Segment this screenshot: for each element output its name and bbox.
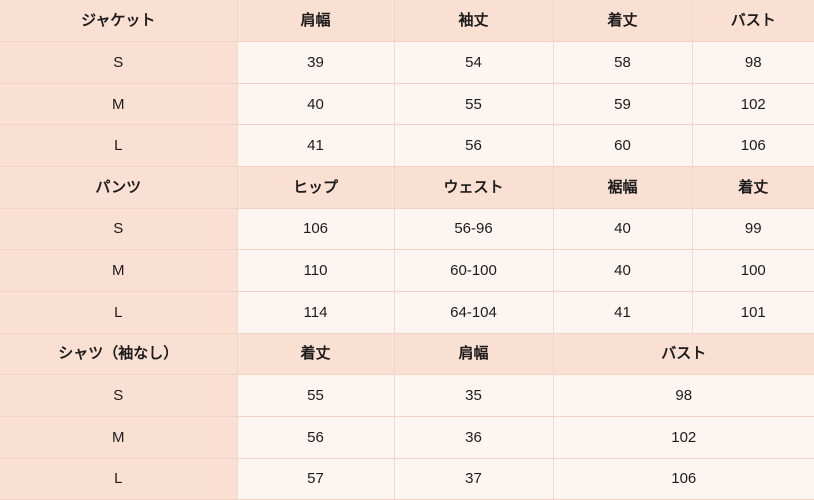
cell-value: 35 <box>394 374 554 418</box>
table-row: L 41 56 60 106 <box>0 124 814 168</box>
column-header-pants-4: 着丈 <box>692 166 814 209</box>
cell-value: 101 <box>692 291 814 334</box>
cell-value: 100 <box>692 249 814 293</box>
section-title-pants: パンツ <box>0 166 238 209</box>
cell-value: 56 <box>394 124 554 168</box>
size-label: S <box>0 208 238 251</box>
cell-value: 58 <box>553 41 693 84</box>
column-header-jacket-4: バスト <box>692 0 814 43</box>
cell-value: 57 <box>237 458 395 500</box>
column-header-pants-1: ヒップ <box>237 166 395 209</box>
column-header-jacket-3: 着丈 <box>553 0 693 43</box>
table-row: M 40 55 59 102 <box>0 83 814 126</box>
size-label: L <box>0 291 238 334</box>
size-label: M <box>0 83 238 126</box>
section-header-row-jacket: ジャケット 肩幅 袖丈 着丈 バスト <box>0 0 814 43</box>
column-header-jacket-1: 肩幅 <box>237 0 395 43</box>
column-header-shirt-2: 肩幅 <box>394 333 554 376</box>
cell-value: 110 <box>237 249 395 293</box>
cell-value: 98 <box>692 41 814 84</box>
cell-value: 56 <box>237 416 395 459</box>
cell-value: 40 <box>237 83 395 126</box>
cell-value: 102 <box>692 83 814 126</box>
column-header-shirt-1: 着丈 <box>237 333 395 376</box>
cell-value: 41 <box>553 291 693 334</box>
cell-value: 40 <box>553 249 693 293</box>
cell-value: 39 <box>237 41 395 84</box>
cell-value: 59 <box>553 83 693 126</box>
section-title-sleeveless-shirt: シャツ（袖なし） <box>0 333 238 376</box>
column-header-shirt-3: バスト <box>553 333 814 376</box>
cell-value: 102 <box>553 416 814 459</box>
table-row: M 110 60-100 40 100 <box>0 249 814 293</box>
cell-value: 60-100 <box>394 249 554 293</box>
cell-value: 40 <box>553 208 693 251</box>
cell-value: 98 <box>553 374 814 418</box>
table-row: S 39 54 58 98 <box>0 41 814 84</box>
cell-value: 41 <box>237 124 395 168</box>
cell-value: 37 <box>394 458 554 500</box>
section-header-row-pants: パンツ ヒップ ウェスト 裾幅 着丈 <box>0 166 814 209</box>
cell-value: 106 <box>553 458 814 500</box>
size-label: M <box>0 249 238 293</box>
column-header-pants-3: 裾幅 <box>553 166 693 209</box>
cell-value: 56-96 <box>394 208 554 251</box>
table-row: L 114 64-104 41 101 <box>0 291 814 334</box>
table-row: S 55 35 98 <box>0 374 814 418</box>
cell-value: 60 <box>553 124 693 168</box>
size-label: S <box>0 41 238 84</box>
size-label: M <box>0 416 238 459</box>
section-header-row-sleeveless-shirt: シャツ（袖なし） 着丈 肩幅 バスト <box>0 333 814 376</box>
size-label: L <box>0 124 238 168</box>
table-row: S 106 56-96 40 99 <box>0 208 814 251</box>
table-row: M 56 36 102 <box>0 416 814 459</box>
size-label: L <box>0 458 238 500</box>
cell-value: 55 <box>237 374 395 418</box>
cell-value: 64-104 <box>394 291 554 334</box>
cell-value: 106 <box>692 124 814 168</box>
cell-value: 99 <box>692 208 814 251</box>
cell-value: 54 <box>394 41 554 84</box>
table-row: L 57 37 106 <box>0 458 814 500</box>
column-header-jacket-2: 袖丈 <box>394 0 554 43</box>
cell-value: 114 <box>237 291 395 334</box>
size-label: S <box>0 374 238 418</box>
section-title-jacket: ジャケット <box>0 0 238 43</box>
column-header-pants-2: ウェスト <box>394 166 554 209</box>
cell-value: 36 <box>394 416 554 459</box>
cell-value: 55 <box>394 83 554 126</box>
cell-value: 106 <box>237 208 395 251</box>
